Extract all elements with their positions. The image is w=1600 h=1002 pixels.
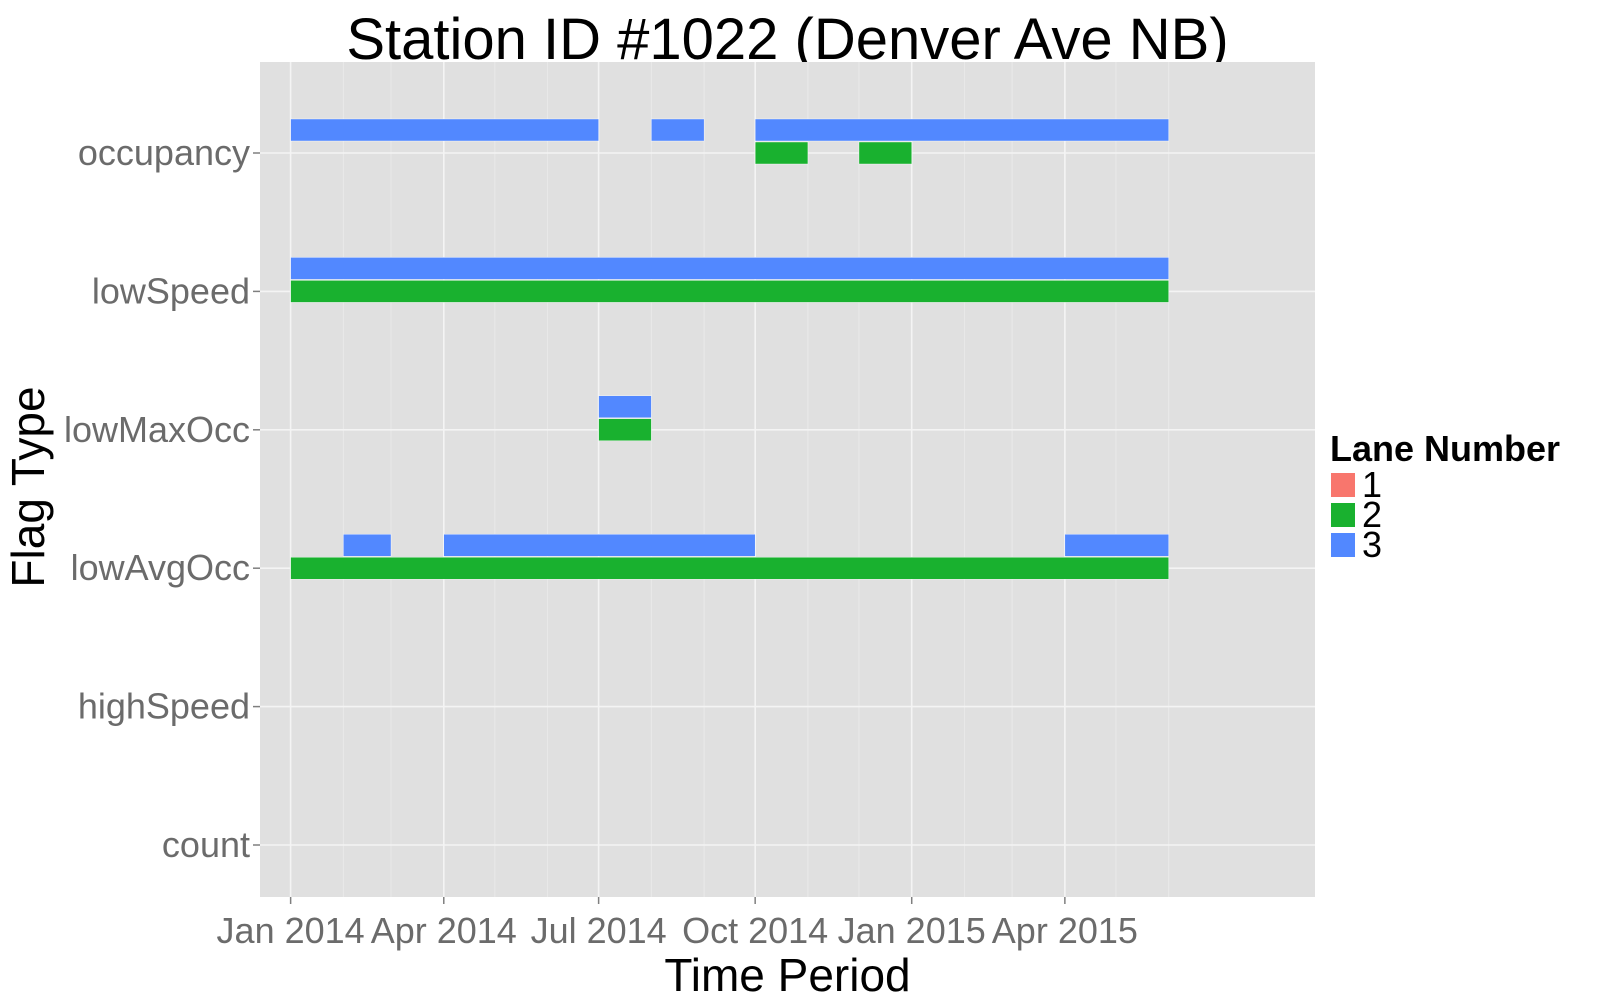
flag-bar-lane-2 [754,141,809,165]
y-tick-label: lowMaxOcc [64,409,250,450]
flag-bar-lane-3 [290,257,1169,280]
flag-bar-lane-3 [343,534,392,557]
flag-bar-lane-2 [858,141,912,165]
x-tick-label: Jul 2014 [531,910,667,951]
x-tick-label: Apr 2014 [371,910,517,951]
flag-bar-lane-3 [290,118,599,142]
y-tick-label: highSpeed [78,686,250,727]
x-tick-label: Oct 2014 [682,910,828,951]
chart-title: Station ID #1022 (Denver Ave NB) [346,7,1229,72]
y-tick-label: lowSpeed [92,270,250,311]
legend-item-lane-3: 3 [1330,524,1560,565]
legend-key-lane-1 [1330,472,1356,498]
y-axis-label: Flag Type [2,386,54,588]
flag-bar-lane-3 [1064,534,1169,557]
y-tick-label: lowAvgOcc [71,547,250,588]
x-tick-label: Apr 2015 [992,910,1138,951]
x-tick-label: Jan 2014 [217,910,365,951]
legend-label-lane-3: 3 [1362,524,1383,565]
legend-key-lane-2 [1330,502,1356,528]
legend-label-lane-1: 1 [1362,464,1383,505]
x-tick-label: Jan 2015 [838,910,986,951]
flag-bar-lane-3 [651,118,705,142]
flag-bar-lane-3 [754,118,1169,142]
plot-panel [260,62,1315,897]
y-tick-label: count [162,824,250,865]
legend-label-lane-2: 2 [1362,494,1383,535]
legend-key-lane-3 [1330,532,1356,558]
flag-bar-lane-2 [290,557,1169,580]
legend-title: Lane Number [1330,428,1561,469]
flag-bar-lane-3 [598,395,652,418]
legend-item-lane-1: 1 [1330,464,1560,505]
legend: Lane Number 1 2 3 [1330,428,1561,565]
flag-bar-lane-2 [290,280,1169,303]
x-axis-label: Time Period [664,949,911,1001]
legend-item-lane-2: 2 [1330,494,1560,535]
y-tick-label: occupancy [78,132,250,173]
flag-bar-lane-2 [598,418,652,441]
flag-bar-lane-3 [443,534,756,557]
